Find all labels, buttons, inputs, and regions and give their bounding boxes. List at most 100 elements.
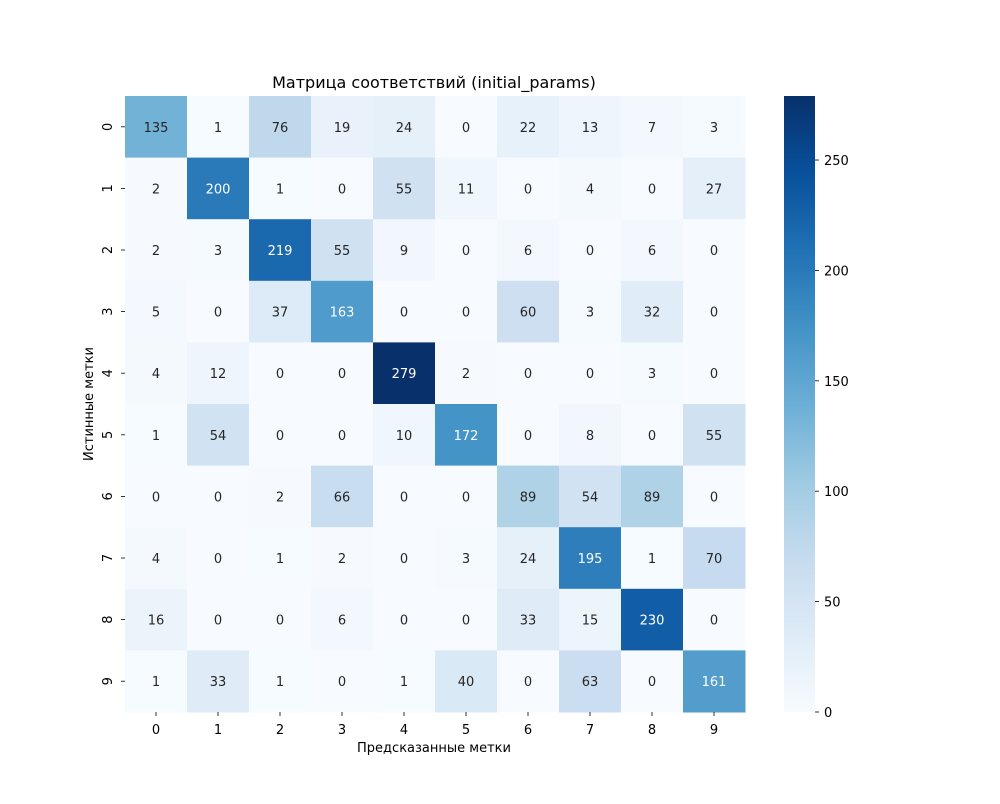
heatmap-cell: [683, 650, 746, 713]
cell-value-label: 19: [334, 121, 351, 136]
cell-value-label: 12: [210, 367, 227, 382]
cell-value-label: 76: [272, 121, 289, 136]
heatmap-cell: [683, 342, 746, 405]
heatmap-cell: [559, 157, 622, 220]
heatmap-cell: [435, 280, 498, 343]
heatmap-cell: [187, 465, 250, 528]
cell-value-label: 0: [462, 244, 470, 259]
x-tick-label: 8: [648, 723, 656, 738]
heatmap-cell: [435, 96, 498, 159]
colorbar-tick-label: 100: [824, 485, 849, 500]
heatmap-cell: [187, 96, 250, 159]
colorbar-tick-label: 150: [824, 375, 849, 390]
heatmap-cell: [497, 588, 560, 651]
cell-value-label: 0: [400, 552, 408, 567]
heatmap-cell: [373, 96, 436, 159]
cell-value-label: 24: [396, 121, 413, 136]
heatmap-cell: [311, 342, 374, 405]
heatmap-cell: [311, 527, 374, 590]
cell-value-label: 4: [152, 552, 160, 567]
x-tick-label: 7: [586, 723, 594, 738]
heatmap-cell: [683, 527, 746, 590]
heatmap-cell: [435, 465, 498, 528]
cell-value-label: 0: [648, 675, 656, 690]
x-tick-label: 1: [214, 723, 222, 738]
cell-value-label: 0: [710, 367, 718, 382]
heatmap-cell: [559, 465, 622, 528]
cell-value-label: 0: [524, 675, 532, 690]
y-axis-label: Истинные метки: [82, 347, 97, 461]
cell-value-label: 6: [338, 614, 346, 629]
colorbar-tick-label: 250: [824, 154, 849, 169]
heatmap-cell: [187, 342, 250, 405]
cell-value-label: 0: [524, 182, 532, 197]
cell-value-label: 0: [648, 429, 656, 444]
cell-value-label: 0: [400, 490, 408, 505]
cell-value-label: 0: [276, 429, 284, 444]
cell-value-label: 161: [702, 675, 727, 690]
heatmap-cell: [497, 280, 560, 343]
cell-value-label: 2: [152, 244, 160, 259]
heatmap-cell: [249, 280, 312, 343]
y-tick-label: 0: [101, 123, 116, 131]
cell-value-label: 1: [152, 429, 160, 444]
y-tick-label: 8: [101, 615, 116, 623]
heatmap-cell: [559, 280, 622, 343]
cell-value-label: 0: [648, 182, 656, 197]
cell-value-label: 22: [520, 121, 537, 136]
y-axis: 0 1 2 3 4 5 6 7 8 9: [101, 123, 125, 685]
x-tick-label: 5: [462, 723, 470, 738]
cell-value-label: 1: [400, 675, 408, 690]
cell-value-label: 2: [462, 367, 470, 382]
heatmap-cell: [125, 527, 188, 590]
heatmap-cell: [559, 588, 622, 651]
x-tick-label: 9: [710, 723, 718, 738]
heatmap-cell: [187, 650, 250, 713]
heatmap-cell: [249, 157, 312, 220]
heatmap-cell: [497, 465, 560, 528]
heatmap-cell: [187, 157, 250, 220]
cell-value-label: 9: [400, 244, 408, 259]
cell-value-label: 0: [214, 614, 222, 629]
cell-value-label: 163: [330, 306, 355, 321]
heatmap-cell: [311, 280, 374, 343]
cell-value-label: 2: [276, 490, 284, 505]
heatmap-cell: [373, 342, 436, 405]
heatmap-cell: [249, 342, 312, 405]
cell-value-label: 0: [338, 182, 346, 197]
heatmap-cell: [125, 280, 188, 343]
heatmap-cell: [621, 157, 684, 220]
cell-value-label: 3: [648, 367, 656, 382]
heatmap-cell: [621, 404, 684, 467]
heatmap-cell: [435, 342, 498, 405]
cell-value-label: 135: [144, 121, 169, 136]
cell-value-label: 1: [276, 552, 284, 567]
cell-value-label: 195: [578, 552, 603, 567]
cell-value-label: 40: [458, 675, 475, 690]
heatmap-cell: [311, 157, 374, 220]
cell-value-label: 0: [400, 614, 408, 629]
heatmap-cell: [249, 588, 312, 651]
heatmap-cell: [435, 650, 498, 713]
cell-value-label: 60: [520, 306, 537, 321]
cell-value-label: 0: [462, 490, 470, 505]
cell-value-label: 89: [644, 490, 661, 505]
heatmap-cell: [187, 588, 250, 651]
colorbar-tick-label: 0: [824, 706, 832, 721]
heatmap-cell: [497, 650, 560, 713]
heatmap-cell: [125, 404, 188, 467]
x-tick-label: 4: [400, 723, 408, 738]
heatmap-cell: [373, 280, 436, 343]
heatmap-cell: [559, 527, 622, 590]
cell-value-label: 0: [214, 552, 222, 567]
y-tick-label: 9: [101, 677, 116, 685]
heatmap-cell: [187, 527, 250, 590]
cell-value-label: 55: [706, 429, 723, 444]
cell-value-label: 279: [392, 367, 417, 382]
heatmap-cell: [497, 404, 560, 467]
heatmap-cell: [311, 650, 374, 713]
cell-value-label: 200: [206, 182, 231, 197]
cell-value-label: 3: [214, 244, 222, 259]
heatmap-cell: [125, 650, 188, 713]
